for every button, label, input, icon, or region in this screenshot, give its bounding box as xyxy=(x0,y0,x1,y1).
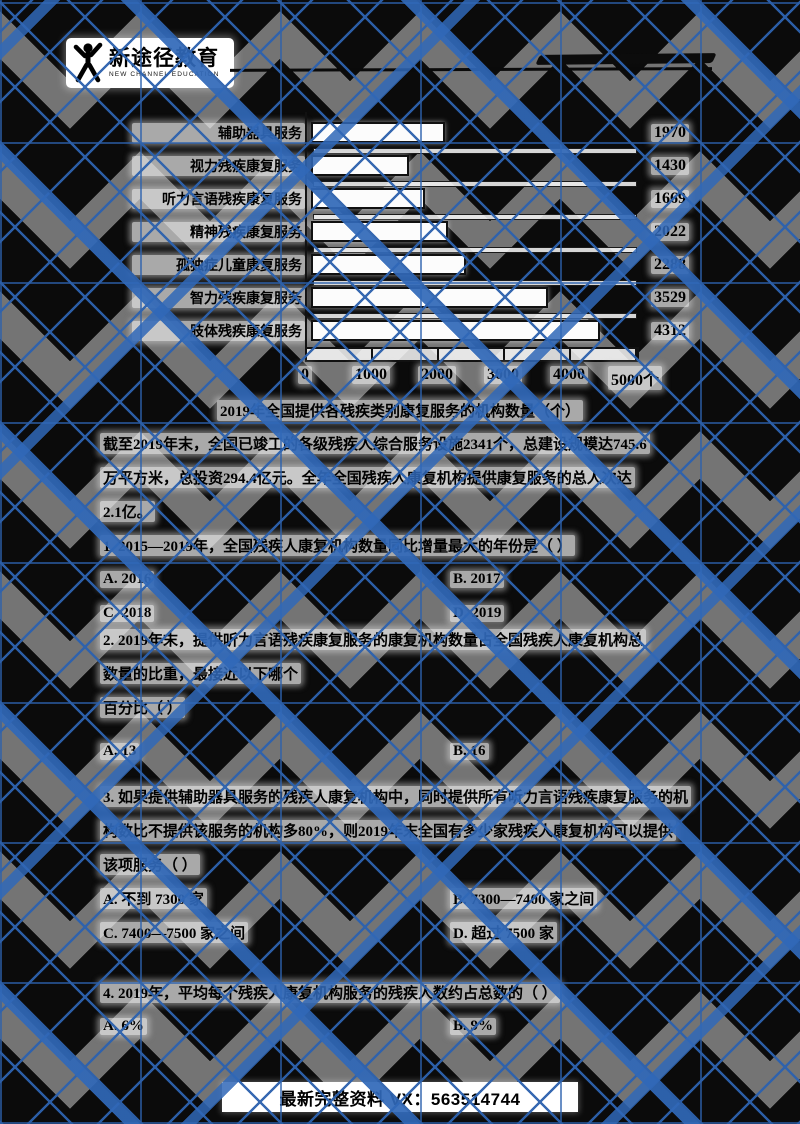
chart-caption-row: 2019年全国提供各残疾类别康复服务的机构数量（个） xyxy=(0,400,800,421)
answer-option: D. 2019 xyxy=(450,604,505,622)
question-2: 2. 2019年末，提供听力言语残疾康复服务的康复机构数量占全国残疾人康复机构总… xyxy=(100,622,716,768)
answer-option: A. 2016 xyxy=(100,570,155,588)
chart-bar-row: 辅助器具服务 1970 xyxy=(132,116,692,154)
x-axis-tick: 3000 xyxy=(484,366,522,384)
x-axis-tick-labels: 0 1000 2000 3000 4000 5000个 xyxy=(298,366,692,392)
bar-category-label: 听力言语残疾康复服务 xyxy=(132,188,305,209)
bar-value-label: 1970 xyxy=(651,123,689,142)
x-axis-tick: 1000 xyxy=(352,366,390,384)
answer-option: A. 13 xyxy=(100,742,140,760)
bar-category-label: 精神残疾康复服务 xyxy=(132,221,305,242)
answer-option: C. 7400—7500 家之间 xyxy=(100,921,249,943)
bar-category-label: 视力残疾康复服务 xyxy=(132,155,305,176)
question-4: 4. 2019年，平均每个残疾人康复机构服务的残疾人数约占总数的（ ） A. 6%… xyxy=(100,975,716,1043)
bar xyxy=(311,221,449,242)
question-line: 3. 如果提供辅助器具服务的残疾人康复机构中，同时提供所有听力言语残疾康复服务的… xyxy=(100,785,692,807)
bar-value-label: 3529 xyxy=(651,288,689,307)
intro-paragraph: 截至2019年末，全国已竣工的各级残疾人综合服务设施2341个，总建设规模达74… xyxy=(100,426,716,528)
answer-option: B. 16 xyxy=(450,742,489,760)
bar xyxy=(311,254,466,275)
question-line: 构数比不提供该服务的机构多80%，则2019年末全国有多少家残疾人康复机构可以提… xyxy=(100,819,677,841)
options-grid: A. 2016 B. 2017 C. 2018 D. 2019 xyxy=(100,562,716,630)
bar xyxy=(311,155,410,176)
question-line: 2. 2019年末，提供听力言语残疾康复服务的康复机构数量占全国残疾人康复机构总 xyxy=(100,628,647,650)
intro-line: 万平方米，总投资294.4亿元。全年全国残疾人康复机构提供康复服务的总人次达 xyxy=(100,466,635,488)
x-axis-ruler xyxy=(305,347,639,362)
brand-logo: 新途径教育 NEW CHANNEL EDUCATION xyxy=(66,38,234,88)
bar-category-label: 肢体残疾康复服务 xyxy=(132,320,305,341)
jumping-person-icon xyxy=(73,42,103,83)
question-line: 数量的比重，最接近以下哪个 xyxy=(100,662,302,684)
bar xyxy=(311,320,600,341)
bar-value-label: 1430 xyxy=(651,156,689,175)
brand-tagline: NEW CHANNEL EDUCATION xyxy=(109,70,220,78)
answer-option: A. 不到 7300 家 xyxy=(100,887,207,909)
answer-option: B. 2017 xyxy=(450,570,504,588)
brand-text-block: 新途径教育 NEW CHANNEL EDUCATION xyxy=(109,48,220,79)
intro-line: 截至2019年末，全国已竣工的各级残疾人综合服务设施2341个，总建设规模达74… xyxy=(100,432,650,454)
bar-value-label: 2288 xyxy=(651,255,689,274)
bar-value-label: 1669 xyxy=(651,189,689,208)
options-grid: A. 13 B. 16 xyxy=(100,734,716,768)
bar-category-label: 辅助器具服务 xyxy=(132,122,305,143)
bar-value-label: 2022 xyxy=(651,222,689,241)
question-line: 4. 2019年，平均每个残疾人康复机构服务的残疾人数约占总数的（ ） xyxy=(100,981,560,1003)
x-axis-tick: 4000 xyxy=(550,366,588,384)
answer-option: C. 2018 xyxy=(100,604,155,622)
options-grid: A. 不到 7300 家 B. 7300—7400 家之间 C. 7400—7500… xyxy=(100,881,716,949)
chart-caption: 2019年全国提供各残疾类别康复服务的机构数量（个） xyxy=(216,400,583,421)
x-axis-tick: 0 xyxy=(298,366,312,384)
bar xyxy=(311,122,446,143)
bar-category-label: 智力残疾康复服务 xyxy=(132,287,305,308)
question-3: 3. 如果提供辅助器具服务的残疾人康复机构中，同时提供所有听力言语残疾康复服务的… xyxy=(100,779,716,949)
bar-chart: 辅助器具服务 1970 视力残疾康复服务 1430 听力言语残疾康复服务 1669 精神残疾… xyxy=(132,112,692,392)
question-line: 1. 2015—2019年，全国残疾人康复机构数量同比增量最大的年份是（ ） xyxy=(100,534,575,556)
question-1: 1. 2015—2019年，全国残疾人康复机构数量同比增量最大的年份是（ ） A.… xyxy=(100,528,716,630)
question-line: 百分比（ ） xyxy=(100,696,185,718)
bar xyxy=(311,287,548,308)
redacted-underline xyxy=(229,67,713,72)
footer-watermark-bar: 最新完整资料 VX：563514744 xyxy=(222,1082,578,1112)
intro-line: 2.1亿。 xyxy=(100,500,155,522)
bar-value-label: 4312 xyxy=(651,321,689,340)
bar-chart-rows: 辅助器具服务 1970 视力残疾康复服务 1430 听力言语残疾康复服务 1669 精神残疾… xyxy=(132,116,692,347)
question-line: 该项服务（ ） xyxy=(100,853,200,875)
options-grid: A. 6% B. 9% xyxy=(100,1009,716,1043)
x-axis-tick: 5000个 xyxy=(607,366,663,390)
bar xyxy=(311,188,426,209)
answer-option: B. 7300—7400 家之间 xyxy=(450,887,598,909)
answer-option: A. 6% xyxy=(100,1017,147,1035)
answer-option: B. 9% xyxy=(450,1017,497,1035)
footer-contact-text: 最新完整资料 VX：563514744 xyxy=(279,1089,521,1109)
x-axis-tick: 2000 xyxy=(418,366,456,384)
redacted-text-bar xyxy=(535,53,717,65)
brand-name: 新途径教育 xyxy=(109,46,219,70)
bar-category-label: 孤独症儿童康复服务 xyxy=(132,254,305,275)
answer-option: D. 超过 7500 家 xyxy=(450,921,557,943)
